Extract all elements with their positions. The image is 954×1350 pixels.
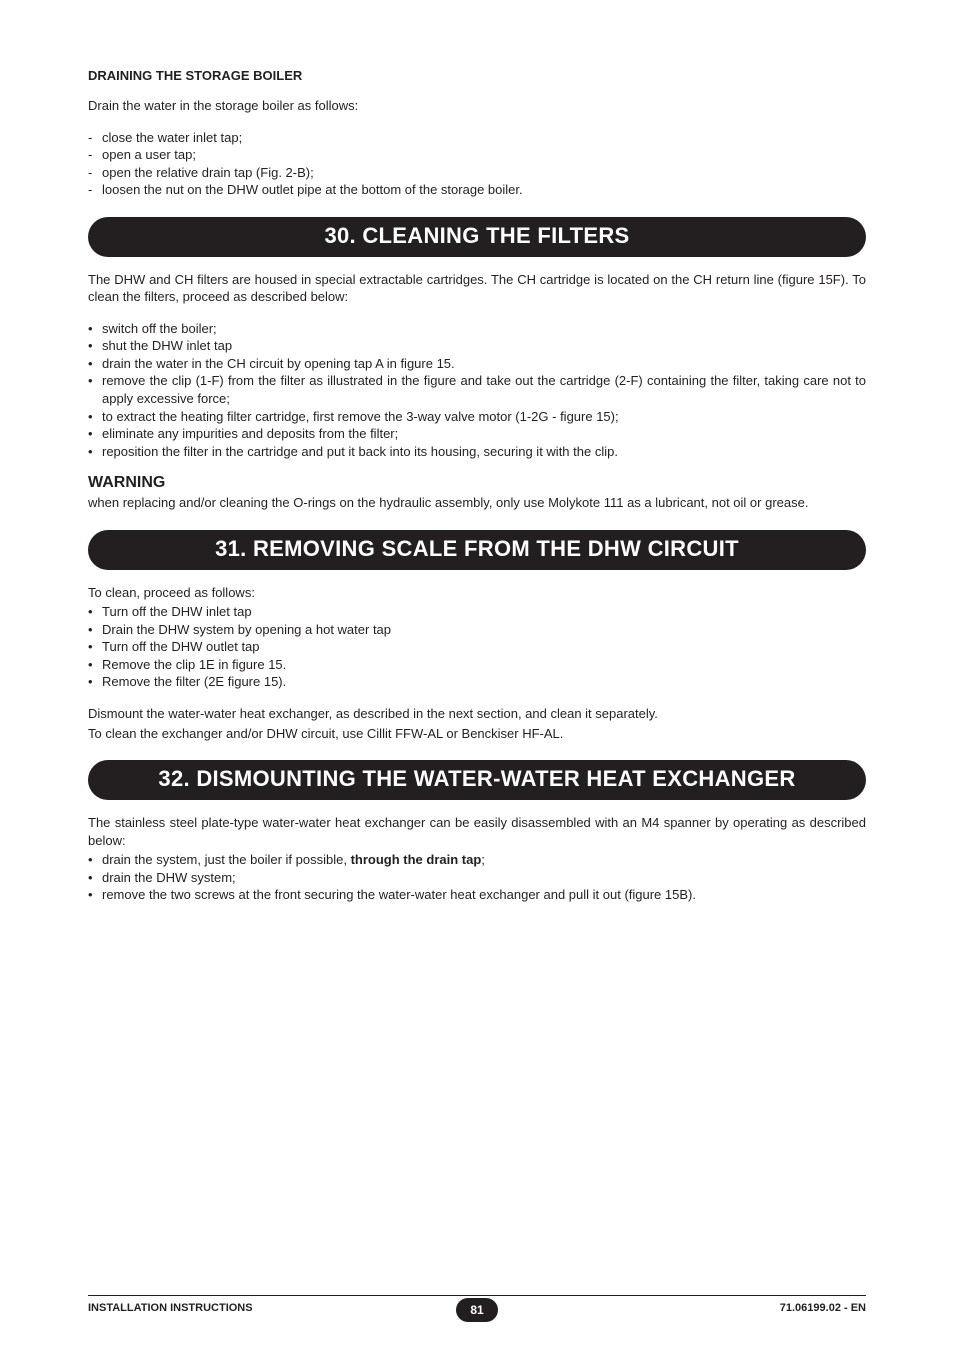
section-30-intro: The DHW and CH filters are housed in spe…	[88, 271, 866, 306]
list-item: remove the clip (1-F) from the filter as…	[88, 372, 866, 407]
footer-right: 71.06199.02 - EN	[780, 1302, 866, 1314]
text-post: ;	[481, 852, 485, 867]
list-item: drain the system, just the boiler if pos…	[88, 851, 866, 869]
page-number-badge: 81	[456, 1298, 498, 1322]
drain-heading: DRAINING THE STORAGE BOILER	[88, 68, 866, 83]
list-item: reposition the filter in the cartridge a…	[88, 443, 866, 461]
footer-left: INSTALLATION INSTRUCTIONS	[88, 1302, 253, 1314]
list-item: switch off the boiler;	[88, 320, 866, 338]
section-30-list: switch off the boiler; shut the DHW inle…	[88, 320, 866, 460]
list-item: Turn off the DHW inlet tap	[88, 603, 866, 621]
section-31-outro-1: Dismount the water-water heat exchanger,…	[88, 705, 866, 723]
list-item: to extract the heating filter cartridge,…	[88, 408, 866, 426]
list-item: loosen the nut on the DHW outlet pipe at…	[88, 181, 866, 199]
warning-label: WARNING	[88, 474, 866, 492]
section-31-title: 31. REMOVING SCALE FROM THE DHW CIRCUIT	[88, 530, 866, 570]
list-item: Remove the clip 1E in figure 15.	[88, 656, 866, 674]
list-item: open a user tap;	[88, 146, 866, 164]
list-item: close the water inlet tap;	[88, 129, 866, 147]
drain-intro: Drain the water in the storage boiler as…	[88, 97, 866, 115]
section-32-intro: The stainless steel plate-type water-wat…	[88, 814, 866, 849]
list-item: Turn off the DHW outlet tap	[88, 638, 866, 656]
section-32-title: 32. DISMOUNTING THE WATER-WATER HEAT EXC…	[88, 760, 866, 800]
text-bold: through the drain tap	[351, 852, 482, 867]
section-31-list: Turn off the DHW inlet tap Drain the DHW…	[88, 603, 866, 691]
list-item: shut the DHW inlet tap	[88, 337, 866, 355]
list-item: Remove the filter (2E figure 15).	[88, 673, 866, 691]
list-item: drain the water in the CH circuit by ope…	[88, 355, 866, 373]
text-pre: drain the system, just the boiler if pos…	[102, 852, 351, 867]
list-item: remove the two screws at the front secur…	[88, 886, 866, 904]
section-32-list: drain the system, just the boiler if pos…	[88, 851, 866, 904]
section-30-title: 30. CLEANING THE FILTERS	[88, 217, 866, 257]
section-31-outro-2: To clean the exchanger and/or DHW circui…	[88, 725, 866, 743]
list-item: Drain the DHW system by opening a hot wa…	[88, 621, 866, 639]
list-item: drain the DHW system;	[88, 869, 866, 887]
section-31-intro: To clean, proceed as follows:	[88, 584, 866, 602]
drain-list: close the water inlet tap; open a user t…	[88, 129, 866, 199]
list-item: open the relative drain tap (Fig. 2-B);	[88, 164, 866, 182]
list-item: eliminate any impurities and deposits fr…	[88, 425, 866, 443]
warning-text: when replacing and/or cleaning the O-rin…	[88, 494, 866, 512]
